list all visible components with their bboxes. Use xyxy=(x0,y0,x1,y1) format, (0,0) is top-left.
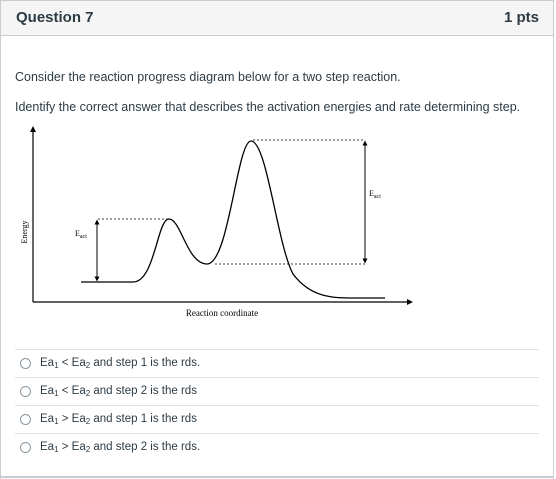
frame-border-bottom xyxy=(0,476,554,478)
answer-option-1[interactable]: Ea1 < Ea2 and step 1 is the rds. xyxy=(15,349,539,377)
radio-button[interactable] xyxy=(20,442,31,453)
reaction-progress-diagram: Eact Eact Energy Reaction coordinate xyxy=(20,126,413,318)
question-prompt-1: Consider the reaction progress diagram b… xyxy=(15,70,401,84)
answer-label: Ea1 < Ea2 and step 2 is the rds xyxy=(40,385,197,398)
answer-label: Ea1 < Ea2 and step 1 is the rds. xyxy=(40,357,201,370)
frame-border-left xyxy=(0,36,1,479)
answer-option-4[interactable]: Ea1 > Ea2 and step 2 is the rds. xyxy=(15,433,539,461)
y-axis-label: Energy xyxy=(20,221,29,244)
question-prompt-2: Identify the correct answer that describ… xyxy=(15,100,521,114)
answer-option-3[interactable]: Ea1 > Ea2 and step 1 is the rds xyxy=(15,405,539,433)
frame-border-right xyxy=(553,36,554,479)
answer-option-2[interactable]: Ea1 < Ea2 and step 2 is the rds xyxy=(15,377,539,405)
energy-curve xyxy=(81,140,385,299)
question-points: 1 pts xyxy=(503,9,539,26)
answer-label: Ea1 > Ea2 and step 1 is the rds xyxy=(40,413,197,426)
radio-button[interactable] xyxy=(20,414,31,425)
answer-list: Ea1 < Ea2 and step 1 is the rds. Ea1 < E… xyxy=(15,349,539,461)
answer-label: Ea1 > Ea2 and step 2 is the rds. xyxy=(40,441,201,454)
question-header: Question 7 1 pts xyxy=(0,0,554,36)
x-axis-label: Reaction coordinate xyxy=(186,308,258,318)
question-title: Question 7 xyxy=(16,9,94,26)
radio-button[interactable] xyxy=(20,386,31,397)
radio-button[interactable] xyxy=(20,358,31,369)
ea2-label: Eact xyxy=(369,189,381,200)
ea1-label: Eact xyxy=(75,229,87,240)
